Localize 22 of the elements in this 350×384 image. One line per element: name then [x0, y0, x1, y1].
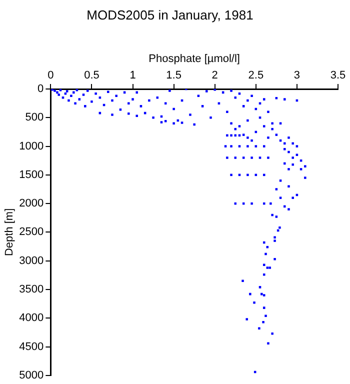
x-tick-label: 2	[212, 69, 218, 82]
x-tick-label: 2.5	[248, 69, 264, 82]
y-tick-label: 1500	[19, 168, 44, 181]
x-tick-label: 0.5	[84, 69, 100, 82]
y-tick-label: 500	[25, 112, 44, 124]
y-tick-label: 3500	[19, 284, 44, 296]
x-tick-label: 3	[294, 69, 300, 82]
x-tick-label: 1	[130, 69, 136, 82]
chart-title: MODS2005 in January, 1981	[86, 7, 254, 22]
y-tick-label: 3000	[19, 254, 44, 267]
y-tick-label: 2000	[19, 198, 44, 210]
y-tick-label: 4500	[19, 340, 44, 353]
x-tick-label: 3.5	[330, 69, 346, 82]
y-tick-label: 0	[38, 83, 44, 96]
y-axis-title: Depth [m]	[4, 208, 16, 256]
x-axis-title: Phosphate [µmol/l]	[148, 53, 240, 66]
y-tick-label: 5000	[19, 369, 44, 382]
y-tick-label: 1000	[19, 140, 44, 152]
x-tick-label: 0	[48, 69, 54, 82]
x-tick-label: 1.5	[166, 69, 182, 82]
y-tick-label: 2500	[19, 226, 44, 238]
y-tick-label: 4000	[19, 312, 44, 324]
